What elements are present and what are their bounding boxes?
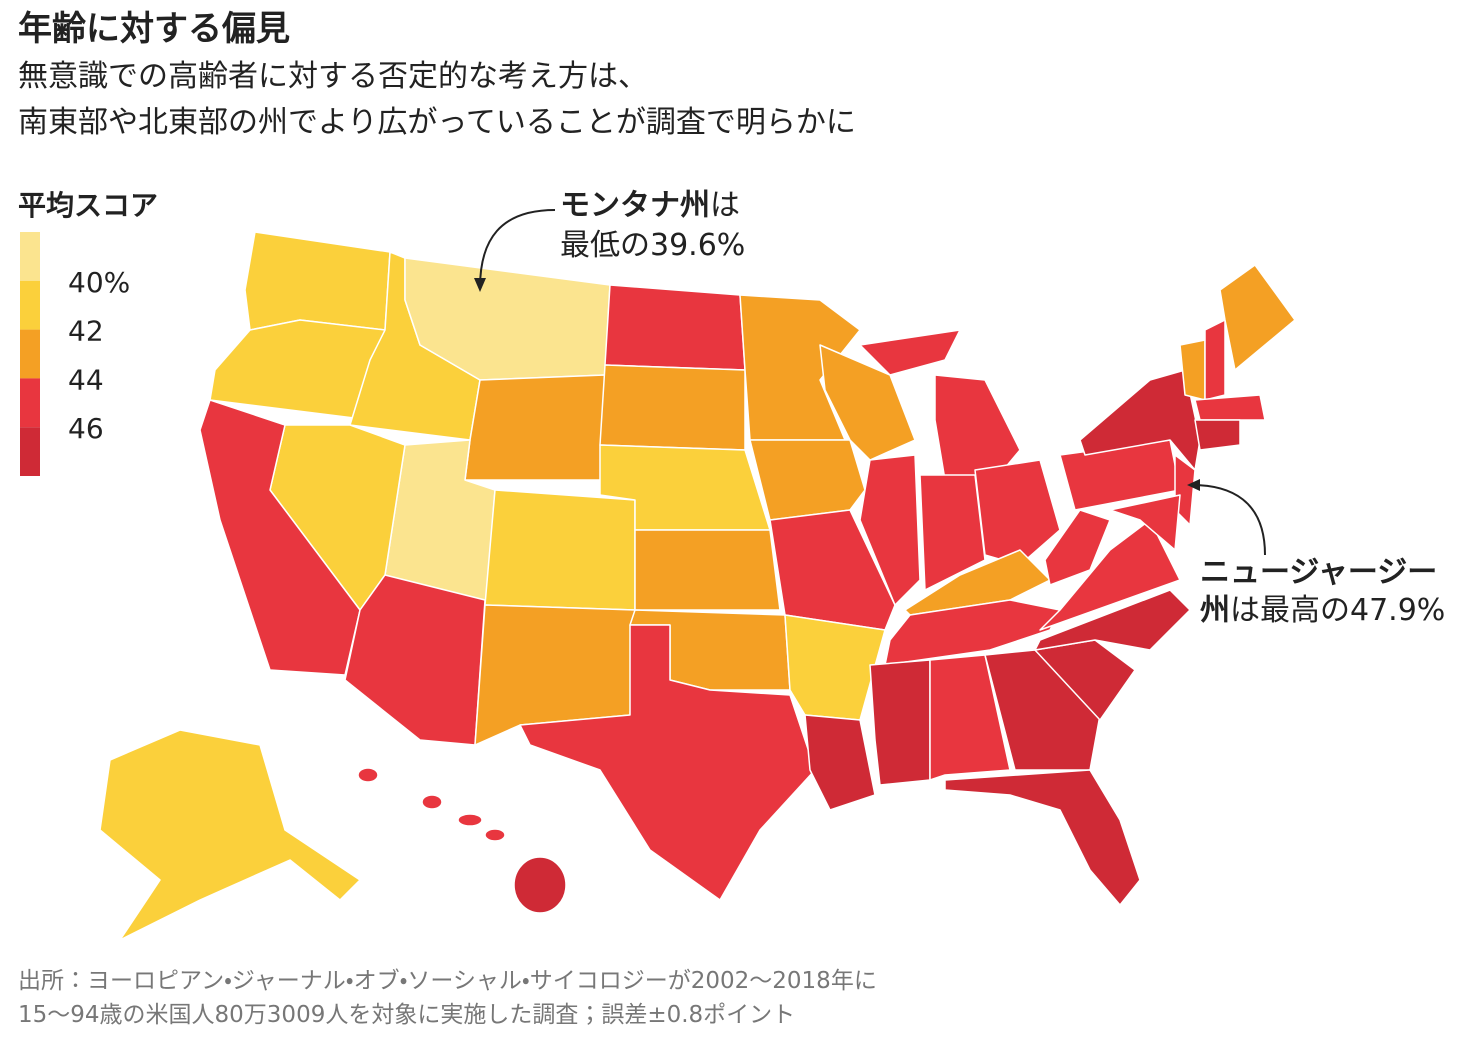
state [749, 439, 866, 521]
state [869, 659, 931, 786]
legend-swatch [20, 329, 40, 379]
state [244, 231, 391, 331]
legend-title: 平均スコア [18, 189, 158, 222]
legend-tick-label: 40% [68, 266, 130, 299]
state [99, 729, 361, 941]
annotation: 州は最高の47.9% [1200, 593, 1445, 628]
annotation-arrow [479, 209, 556, 289]
annotation: 最低の39.6% [560, 228, 745, 263]
legend-swatch [20, 378, 40, 428]
state [344, 574, 486, 746]
annotation-text: は [710, 188, 740, 223]
state [634, 529, 781, 611]
state [484, 828, 506, 842]
legend-swatch [20, 280, 40, 330]
state [1194, 394, 1266, 421]
subtitle: 無意識での高齢者に対する否定的な考え方は、 [18, 59, 648, 94]
state [464, 374, 606, 481]
state [1039, 519, 1181, 631]
state [1219, 264, 1296, 371]
state [1079, 369, 1201, 471]
legend-tick-label: 46 [68, 412, 104, 445]
legend-swatch [20, 232, 40, 281]
map-states [99, 231, 1296, 941]
arrowhead [1187, 479, 1200, 491]
state [1174, 454, 1196, 526]
state [974, 459, 1061, 566]
state [199, 399, 361, 676]
state [944, 769, 1141, 906]
state [739, 294, 861, 441]
state [804, 714, 876, 811]
arrowhead [474, 278, 486, 292]
state [519, 624, 816, 901]
state [1194, 419, 1241, 451]
annotation-arrow [1191, 484, 1266, 556]
legend: 40% 42 44 46 [20, 232, 130, 476]
legend-tick-label: 42 [68, 315, 104, 348]
annotation-bold: ニュージャージー [1200, 555, 1437, 590]
state [599, 364, 746, 451]
subtitle: 南東部や北東部の州でより広がっていることが調査で明らかに [18, 105, 856, 140]
state [859, 329, 961, 376]
state [604, 284, 746, 371]
source: 15～94歳の米国人80万3009人を対象に実施した調査；誤差±0.8ポイント [18, 1002, 795, 1028]
state [484, 489, 636, 611]
state [769, 509, 896, 631]
legend-tick-label: 44 [68, 363, 104, 396]
title: 年齢に対する偏見 [18, 9, 290, 49]
annotation-bold: モンタナ州 [560, 188, 710, 223]
state [919, 474, 986, 591]
annotation: モンタナ州は [560, 188, 740, 223]
state [1204, 319, 1226, 401]
state [421, 794, 443, 810]
state [357, 767, 379, 783]
state [929, 654, 1011, 781]
state [1034, 589, 1191, 651]
annotation-bold: 州 [1200, 593, 1230, 628]
annotation-text: は最高の47.9% [1230, 593, 1445, 628]
source: 出所：ヨーロピアン・ジャーナル・オブ・ソーシャル・サイコロジーが2002～201… [18, 968, 877, 994]
state [984, 649, 1101, 771]
state [513, 856, 567, 914]
state [1044, 509, 1111, 586]
state [1109, 494, 1181, 551]
state [457, 813, 483, 827]
state [859, 454, 921, 606]
legend-swatch [20, 427, 40, 476]
state [934, 374, 1021, 481]
